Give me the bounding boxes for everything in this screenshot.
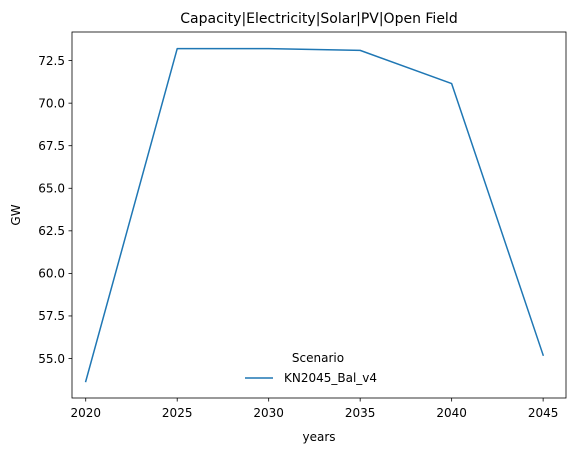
legend: Scenario KN2045_Bal_v4: [245, 351, 377, 385]
legend-title: Scenario: [292, 351, 344, 365]
y-tick-label: 62.5: [38, 224, 65, 238]
x-tick-label: 2040: [436, 406, 467, 420]
chart-title: Capacity|Electricity|Solar|PV|Open Field: [180, 11, 457, 27]
x-tick-label: 2020: [70, 406, 101, 420]
y-tick-label: 60.0: [38, 267, 65, 281]
y-tick-label: 65.0: [38, 182, 65, 196]
series-line-kn2045-bal-v4: [84, 47, 545, 383]
x-tick-label: 2025: [162, 406, 193, 420]
series-layer: [84, 47, 545, 383]
y-axis: 55.0 57.5 60.0 62.5 65.0 67.5 70.0 72.5: [38, 54, 72, 366]
plot-frame: [71, 31, 567, 399]
x-tick-label: 2035: [345, 406, 376, 420]
y-tick-label: 57.5: [38, 309, 65, 323]
y-axis-label: GW: [9, 204, 23, 225]
y-tick-label: 55.0: [38, 352, 65, 366]
x-axis: 2020 2025 2030 2035 2040 2045: [70, 398, 558, 420]
x-axis-label: years: [302, 430, 335, 444]
plot-area: [71, 31, 567, 399]
y-tick-label: 72.5: [38, 54, 65, 68]
y-tick-label: 67.5: [38, 139, 65, 153]
x-tick-label: 2030: [253, 406, 284, 420]
legend-label-kn2045-bal-v4: KN2045_Bal_v4: [284, 371, 377, 385]
x-tick-label: 2045: [528, 406, 559, 420]
y-tick-label: 70.0: [38, 96, 65, 110]
